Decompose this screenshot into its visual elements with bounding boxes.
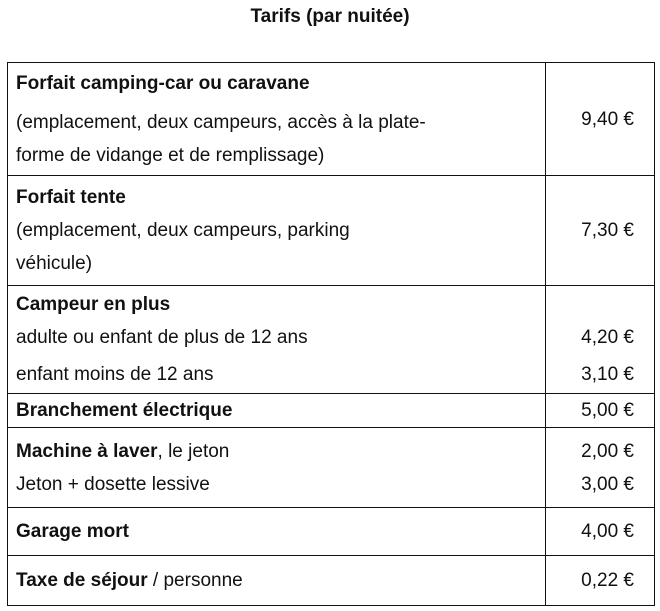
price: 9,40 € — [545, 62, 655, 176]
table-row: Campeur en plus adulte ou enfant de plus… — [7, 285, 655, 394]
row-description: (emplacement, deux campeurs, parking — [16, 220, 350, 241]
price: 4,20 € — [581, 327, 634, 348]
price: 0,22 € — [545, 555, 655, 606]
row-heading: Forfait camping-car ou caravane — [16, 72, 310, 94]
price: 4,00 € — [545, 507, 655, 556]
price: 7,30 € — [545, 175, 655, 286]
row-description: (emplacement, deux campeurs, accès à la … — [16, 111, 426, 133]
row-heading: Campeur en plus — [16, 294, 171, 315]
row-heading: Branchement électrique — [16, 400, 233, 421]
row-heading: Taxe de séjour — [16, 570, 148, 591]
row-suffix: / personne — [147, 570, 243, 591]
table-row: Forfait camping-car ou caravane (emplace… — [7, 62, 655, 176]
table-row: Branchement électrique 5,00 € — [7, 393, 655, 428]
price: 3,00 € — [581, 473, 634, 495]
table-row: Taxe de séjour / personne 0,22 € — [7, 555, 655, 606]
table-row: Forfait tente (emplacement, deux campeur… — [7, 175, 655, 286]
row-heading: Garage mort — [16, 521, 129, 542]
table-row: Garage mort 4,00 € — [7, 507, 655, 556]
table-row: Machine à laver, le jeton Jeton + dosett… — [7, 427, 655, 508]
row-heading: Forfait tente — [16, 187, 126, 208]
price: 3,10 € — [581, 364, 634, 385]
row-suffix: , le jeton — [157, 440, 230, 462]
row-item-label: enfant moins de 12 ans — [16, 364, 214, 385]
tariff-table: Forfait camping-car ou caravane (emplace… — [7, 62, 655, 606]
row-item-label: adulte ou enfant de plus de 12 ans — [16, 327, 308, 348]
price: 2,00 € — [581, 440, 634, 462]
row-heading: Machine à laver — [16, 440, 158, 462]
row-item-label: Jeton + dosette lessive — [16, 473, 210, 495]
page-title: Tarifs (par nuitée) — [250, 6, 410, 27]
row-description: forme de vidange et de remplissage) — [16, 144, 325, 166]
price: 5,00 € — [545, 393, 655, 428]
row-description: véhicule) — [16, 253, 93, 274]
